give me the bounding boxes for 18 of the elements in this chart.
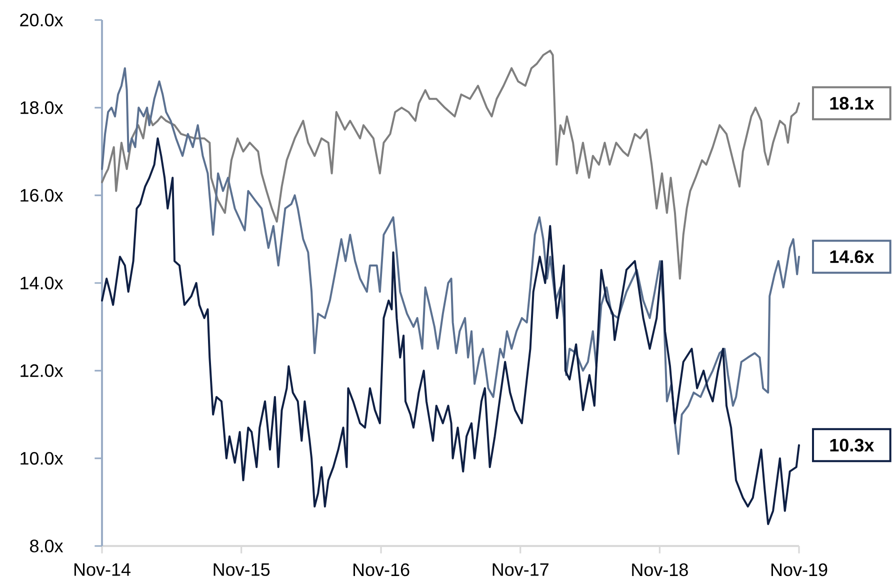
x-tick-label: Nov-18: [632, 563, 688, 576]
y-tick-label: 10.0x: [20, 452, 64, 465]
x-tick-label: Nov-17: [492, 563, 548, 576]
data-label: 18.1x: [830, 96, 874, 110]
y-tick-label: 8.0x: [30, 540, 64, 552]
line-series: [101, 137, 800, 526]
y-tick-label: 12.0x: [20, 364, 64, 378]
x-tick-label: Nov-16: [354, 563, 410, 576]
x-tick-label: Nov-19: [771, 563, 828, 576]
data-label: 14.6x: [830, 250, 874, 264]
x-tick-label: Nov-14: [74, 563, 130, 576]
y-tick-label: 16.0x: [20, 188, 64, 202]
data-label: 10.3x: [830, 438, 874, 452]
y-tick-label: 20.0x: [20, 14, 64, 26]
line-series: [101, 67, 800, 455]
x-tick-label: Nov-15: [214, 563, 270, 576]
y-tick-label: 14.0x: [20, 276, 64, 290]
y-tick-label: 18.0x: [20, 101, 64, 114]
